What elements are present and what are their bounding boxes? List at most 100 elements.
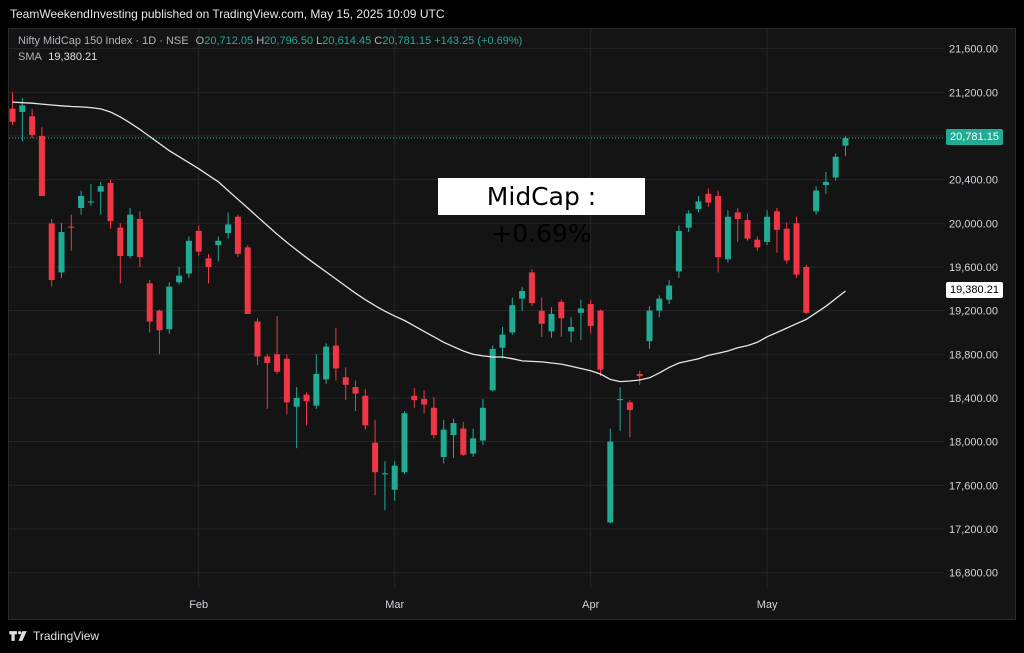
annotation-label[interactable]: MidCap : +0.69%	[438, 178, 645, 248]
candle-body	[607, 441, 614, 523]
candle-body	[430, 407, 437, 436]
candle-body	[646, 310, 653, 342]
y-tick-label: 18,400.00	[949, 393, 998, 405]
candle-body	[166, 286, 173, 330]
y-tick-label: 17,600.00	[949, 480, 998, 492]
candle-body	[685, 213, 692, 228]
footer-branding[interactable]: TradingView	[8, 626, 99, 646]
candle-body	[156, 310, 163, 331]
candle-body	[666, 285, 673, 300]
candle-body	[68, 226, 75, 228]
candle-body	[274, 354, 281, 372]
candle-body	[617, 399, 624, 401]
symbol-legend[interactable]: Nifty MidCap 150 Index · 1D · NSE O20,71…	[18, 35, 522, 47]
candle-body	[362, 395, 369, 426]
close-value: 20,781.15	[382, 35, 432, 47]
candle-body	[117, 227, 124, 257]
candle-body	[460, 428, 467, 455]
sma-value: 19,380.21	[48, 51, 98, 63]
candle-body	[724, 216, 731, 260]
y-tick-label: 18,800.00	[949, 349, 998, 361]
candle-body	[705, 193, 712, 203]
candle-body	[842, 138, 849, 146]
candle-body	[803, 266, 810, 313]
candle-body	[421, 399, 428, 405]
candle-body	[342, 377, 349, 385]
sma-price-badge: 19,380.21	[946, 281, 1003, 298]
candle-body	[577, 308, 584, 313]
y-tick-label: 17,200.00	[949, 524, 998, 536]
candle-body	[411, 395, 418, 401]
candle-body	[283, 358, 290, 403]
candle-body	[479, 407, 486, 441]
candle-body	[744, 220, 751, 239]
candle-body	[391, 465, 398, 490]
sma-line	[12, 101, 846, 383]
x-tick-label: May	[757, 599, 778, 611]
candle-body	[29, 116, 36, 135]
candle-body	[48, 223, 55, 281]
candle-body	[489, 348, 496, 391]
candle-body	[528, 272, 535, 303]
y-tick-label: 19,600.00	[949, 262, 998, 274]
candle-body	[499, 334, 506, 348]
open-value: 20,712.05	[204, 35, 254, 47]
candle-body	[97, 186, 104, 192]
candle-body	[822, 181, 829, 186]
symbol-name: Nifty MidCap 150 Index · 1D · NSE	[18, 35, 189, 47]
candle-body	[38, 135, 45, 197]
chart-area[interactable]: 21,600.0021,200.0020,800.0020,400.0020,0…	[8, 28, 1016, 620]
candle-body	[597, 310, 604, 370]
candle-body	[519, 290, 526, 299]
x-tick-label: Feb	[189, 599, 208, 611]
change-value: +143.25 (+0.69%)	[434, 35, 523, 47]
tradingview-brand: TradingView	[33, 629, 100, 643]
y-tick-label: 16,800.00	[949, 568, 998, 580]
candle-body	[127, 214, 134, 257]
candle-body	[205, 258, 212, 267]
candle-body	[107, 182, 114, 222]
candle-body	[450, 423, 457, 436]
candle-body	[215, 240, 222, 246]
candle-body	[372, 442, 379, 473]
open-label: O	[195, 35, 205, 47]
sma-label: SMA	[18, 51, 42, 63]
y-tick-label: 18,000.00	[949, 437, 998, 449]
candle-body	[773, 211, 780, 230]
candle-body	[509, 305, 516, 333]
candle-body	[440, 429, 447, 457]
last-price-badge: 20,781.15	[946, 129, 1003, 146]
candle-body	[381, 473, 388, 475]
candle-body	[225, 224, 232, 234]
candle-body	[558, 301, 565, 319]
candle-body	[19, 105, 26, 112]
candle-body	[146, 283, 153, 322]
candle-body	[176, 275, 183, 283]
high-label: H	[256, 35, 265, 47]
y-tick-label: 19,200.00	[949, 306, 998, 318]
candle-body	[626, 402, 633, 410]
low-label: L	[316, 35, 323, 47]
sma-legend[interactable]: SMA 19,380.21	[18, 51, 97, 63]
candle-body	[332, 345, 339, 369]
high-value: 20,796.50	[264, 35, 314, 47]
candle-body	[548, 313, 555, 332]
candle-body	[264, 356, 271, 364]
candle-body	[234, 216, 241, 254]
candle-body	[58, 232, 65, 273]
candle-body	[832, 156, 839, 178]
candle-body	[195, 230, 202, 252]
y-tick-label: 21,600.00	[949, 44, 998, 56]
candle-body	[695, 201, 702, 210]
candle-body	[675, 230, 682, 272]
tradingview-logo-icon	[9, 631, 27, 641]
candlestick-chart[interactable]: 21,600.0021,200.0020,800.0020,400.0020,0…	[9, 29, 1015, 619]
close-label: C	[374, 35, 383, 47]
candle-body	[78, 196, 85, 209]
candle-body	[323, 346, 330, 380]
x-tick-label: Apr	[582, 599, 599, 611]
candle-body	[244, 247, 251, 314]
candle-body	[303, 394, 310, 402]
candle-body	[313, 373, 320, 406]
candle-body	[715, 196, 722, 258]
